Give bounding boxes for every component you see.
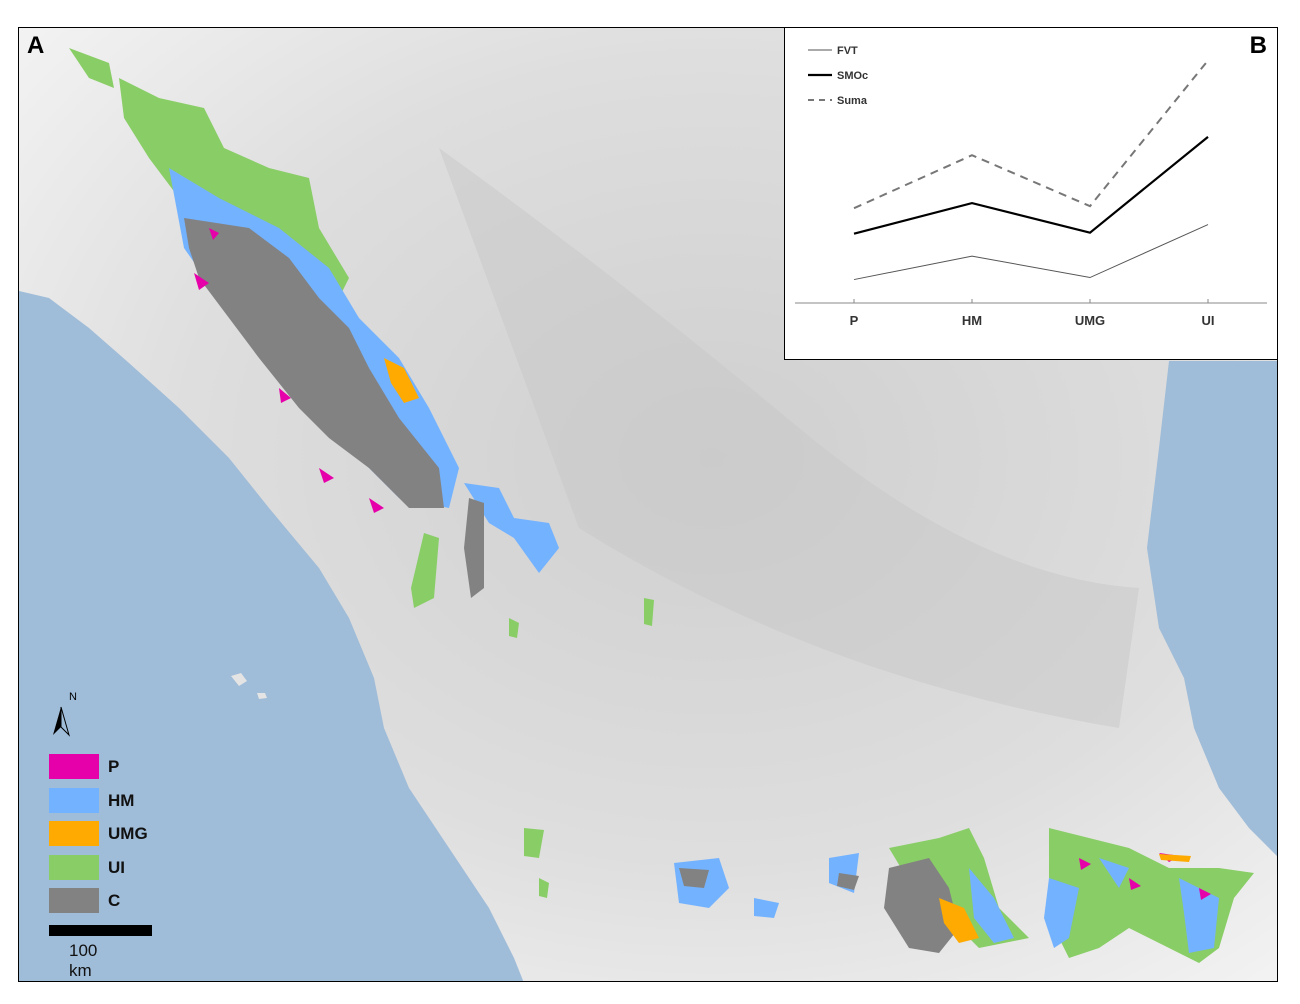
mountain-ridge-shading (439, 148, 1139, 728)
region-ui (69, 48, 114, 88)
legend-item-hm: HM (49, 788, 169, 814)
panel-label-a: A (27, 32, 45, 59)
scale-bar (49, 925, 152, 936)
region-hm (464, 483, 559, 573)
legend-swatch (49, 821, 99, 846)
legend-swatch (49, 855, 99, 880)
x-tick-label: UMG (1075, 313, 1105, 328)
north-arrow-icon (53, 706, 71, 737)
map-canvas (19, 28, 1277, 981)
x-tick-label: HM (962, 313, 982, 328)
legend-swatch (49, 788, 99, 813)
legend-label: C (108, 891, 121, 910)
series-line-smoc (853, 136, 1209, 235)
region-hm (1044, 858, 1219, 953)
legend-label: UMG (108, 824, 148, 843)
region-umg (1159, 854, 1191, 862)
legend-swatch (49, 888, 99, 913)
series-line-fvt (853, 224, 1209, 281)
north-label: N (69, 691, 77, 703)
legend-label: HM (108, 791, 135, 810)
legend-label: UI (108, 858, 125, 877)
region-hm (674, 853, 859, 918)
scale-label: 100 km (69, 941, 98, 980)
gulf-of-mexico (1147, 361, 1277, 856)
x-tick-label: P (850, 313, 859, 328)
panel-label-b: B (1249, 32, 1267, 59)
region-umg (384, 358, 419, 403)
region-c (679, 868, 859, 890)
legend-label-fvt: FVT (837, 45, 858, 57)
legend-label: P (108, 757, 120, 776)
legend-item-c: C (49, 888, 169, 914)
region-ui (411, 533, 654, 638)
region-c (184, 218, 444, 508)
region-c (884, 858, 959, 953)
region-ui (524, 828, 549, 898)
line-chart: P HM UMG UI FVT SMOc Suma (795, 45, 1267, 328)
island (231, 673, 267, 699)
legend-item-umg: UMG (49, 821, 169, 847)
inset-chart-panel-b: B P HM UMG UI FVT SMOc Suma (784, 27, 1278, 360)
series-line-suma (853, 59, 1209, 210)
legend-item-ui: UI (49, 855, 169, 881)
x-tick-label: UI (1202, 313, 1215, 328)
region-hm (969, 868, 1014, 943)
region-c (464, 498, 484, 598)
pacific-ocean (19, 291, 524, 981)
legend-label-smoc: SMOc (837, 70, 868, 82)
map-panel-a: A N P HM UMG UI C 100 km (18, 27, 1278, 982)
legend-label-suma: Suma (837, 95, 868, 107)
legend-swatch (49, 754, 99, 779)
region-umg (939, 898, 979, 943)
legend-item-p: P (49, 754, 169, 780)
